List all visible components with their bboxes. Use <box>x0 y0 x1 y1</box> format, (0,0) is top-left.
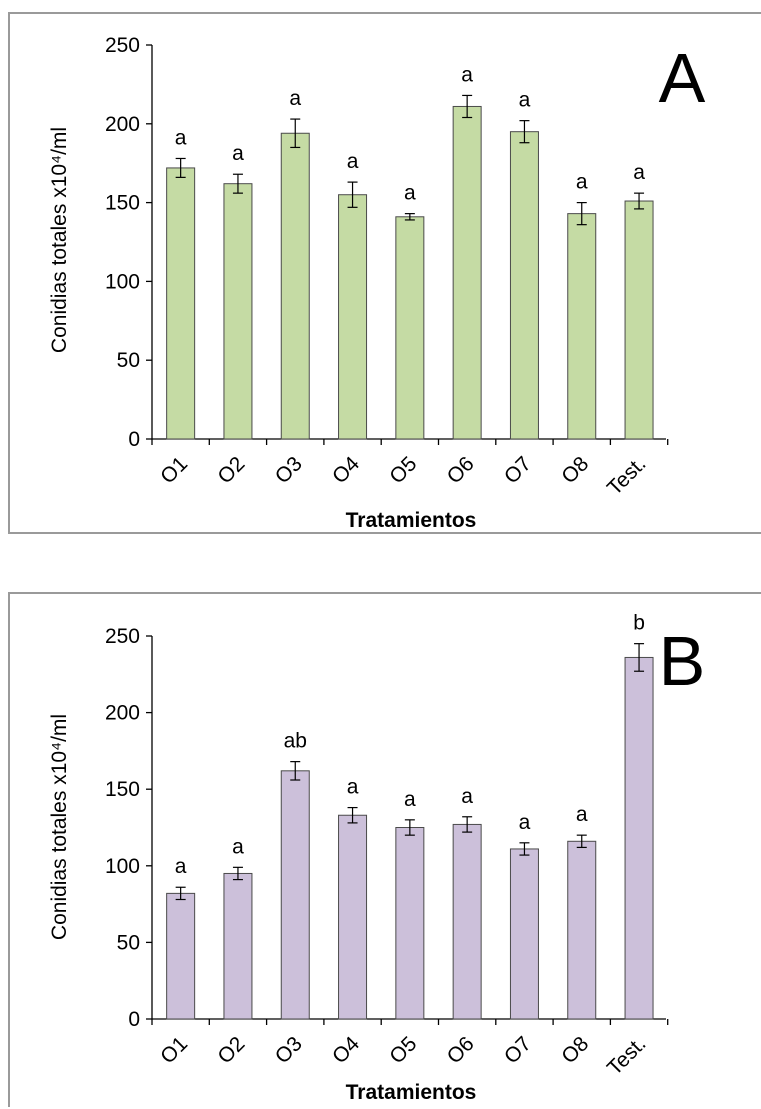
chart-panel-b: B Tratamientos Conidias totales x10⁴/ml … <box>8 592 761 1107</box>
bar-o8 <box>567 213 597 440</box>
x-tick-label: O7 <box>500 452 536 488</box>
bar-o3 <box>280 132 310 440</box>
significance-label: a <box>519 89 531 112</box>
bar-o4 <box>338 814 368 1020</box>
significance-label: a <box>576 803 588 826</box>
x-tick-label: Test. <box>603 452 651 500</box>
x-tick-label: O2 <box>213 452 249 488</box>
x-tick-label: O7 <box>500 1032 536 1068</box>
significance-label: a <box>404 182 416 205</box>
significance-label: a <box>232 835 244 858</box>
bar-o8 <box>567 840 597 1020</box>
significance-label: a <box>461 63 473 86</box>
plot-area-b: 0 50 100 150 200 250 a O1 a O2 ab O3 a O4 a O5 a O6 a O7 a O8… <box>105 612 669 1080</box>
x-axis-title-a: Tratamientos <box>346 509 477 532</box>
y-axis-title-a: Conidias totales x10⁴/ml <box>48 127 71 353</box>
bar-o5 <box>395 827 425 1020</box>
y-tick-label: 50 <box>117 349 140 372</box>
significance-label: a <box>519 811 531 834</box>
x-tick-label: O4 <box>328 1032 364 1068</box>
bar-o7 <box>509 848 539 1020</box>
x-tick-label: O1 <box>156 452 192 488</box>
x-tick-label: O1 <box>156 1032 192 1068</box>
significance-label: a <box>633 161 645 184</box>
x-tick-label: O2 <box>213 1032 249 1068</box>
significance-label: b <box>633 612 645 635</box>
bar-o6 <box>452 823 482 1020</box>
bar-o3 <box>280 770 310 1020</box>
panel-letter-a: A <box>659 39 706 117</box>
bar-o2 <box>223 183 253 440</box>
significance-label: a <box>175 855 187 878</box>
significance-label: a <box>175 126 187 149</box>
bar-test <box>624 656 654 1020</box>
y-tick-label: 250 <box>105 625 140 648</box>
significance-label: a <box>347 150 359 173</box>
x-tick-label: O4 <box>328 452 364 488</box>
y-tick-label: 100 <box>105 855 140 878</box>
x-tick-label: O6 <box>443 1032 479 1068</box>
chart-b-svg: B Tratamientos Conidias totales x10⁴/ml … <box>48 612 706 1104</box>
y-tick-label: 150 <box>105 192 140 215</box>
x-tick-label: O3 <box>271 452 307 488</box>
chart-panel-a: A Tratamientos Conidias totales x10⁴/ml … <box>8 12 761 534</box>
y-tick-label: 150 <box>105 778 140 801</box>
y-tick-label: 50 <box>117 931 140 954</box>
x-tick-label: O8 <box>557 1032 593 1068</box>
y-tick-label: 0 <box>128 428 140 451</box>
significance-label: a <box>289 87 301 110</box>
bar-o1 <box>166 167 196 440</box>
bar-o1 <box>166 892 196 1020</box>
x-tick-label: O6 <box>443 452 479 488</box>
bar-o4 <box>338 194 368 440</box>
bar-o7 <box>509 131 539 440</box>
x-tick-label: O3 <box>271 1032 307 1068</box>
significance-label: ab <box>284 730 307 753</box>
x-tick-label: O5 <box>385 1032 421 1068</box>
chart-a-svg: A Tratamientos Conidias totales x10⁴/ml … <box>48 34 706 532</box>
bar-o5 <box>395 216 425 440</box>
y-tick-label: 200 <box>105 113 140 136</box>
x-tick-label: O8 <box>557 452 593 488</box>
significance-label: a <box>576 171 588 194</box>
y-tick-label: 200 <box>105 702 140 725</box>
x-axis-title-b: Tratamientos <box>346 1081 477 1104</box>
x-tick-label: O5 <box>385 452 421 488</box>
y-tick-label: 100 <box>105 270 140 293</box>
panel-letter-b: B <box>659 622 706 700</box>
significance-label: a <box>347 776 359 799</box>
significance-label: a <box>461 785 473 808</box>
bar-o6 <box>452 105 482 440</box>
bar-test <box>624 200 654 440</box>
significance-label: a <box>232 142 244 165</box>
y-tick-label: 250 <box>105 34 140 57</box>
significance-label: a <box>404 788 416 811</box>
y-tick-label: 0 <box>128 1008 140 1031</box>
plot-area-a: 0 50 100 150 200 250 a O1 a O2 a O3 a O4 a O5 a O6 a O7 a O8 a… <box>105 34 669 500</box>
x-tick-label: Test. <box>603 1032 651 1080</box>
y-axis-title-b: Conidias totales x10⁴/ml <box>48 714 71 940</box>
bar-o2 <box>223 872 253 1020</box>
